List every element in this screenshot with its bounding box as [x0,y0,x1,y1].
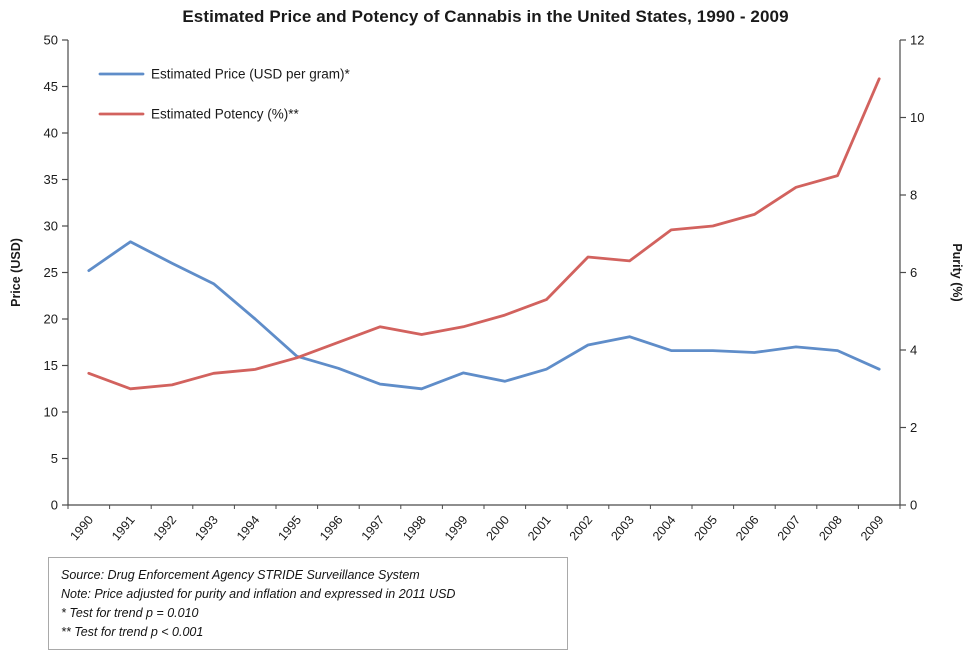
left-tick-label: 5 [51,451,58,466]
left-tick-label: 25 [44,265,58,280]
x-category-label: 1990 [67,513,96,543]
x-category-label: 2005 [691,513,720,543]
right-tick-label: 8 [910,188,917,203]
x-category-label: 1995 [275,513,304,543]
x-category-label: 1996 [317,513,346,543]
right-tick-label: 10 [910,110,924,125]
x-category-label: 2000 [483,513,512,543]
x-category-label: 1998 [400,513,429,543]
x-category-label: 1994 [234,513,263,543]
x-category-label: 1992 [151,513,180,543]
left-tick-label: 45 [44,79,58,94]
legend-label-potency: Estimated Potency (%)** [151,107,300,122]
footnote-box: Source: Drug Enforcement Agency STRIDE S… [48,557,568,650]
legend-label-price: Estimated Price (USD per gram)* [151,67,351,82]
right-tick-label: 2 [910,420,917,435]
x-category-label: 1997 [359,513,388,543]
right-tick-label: 4 [910,343,917,358]
left-tick-label: 15 [44,358,58,373]
right-tick-label: 12 [910,33,924,48]
left-axis-title: Price (USD) [9,238,23,307]
x-category-label: 1999 [442,513,471,543]
x-category-label: 2003 [608,513,637,543]
x-category-label: 2001 [525,513,554,543]
left-tick-label: 10 [44,405,58,420]
chart-svg: 0 5 10 15 20 25 30 35 40 45 50 0 2 4 6 8 10 12 1990 1991 199… [9,33,964,544]
x-category-label: 2006 [733,513,762,543]
chart-title: Estimated Price and Potency of Cannabis … [182,7,789,26]
footnote-source: Source: Drug Enforcement Agency STRIDE S… [61,568,420,582]
left-tick-label: 20 [44,312,58,327]
x-category-label: 1991 [109,513,138,543]
left-tick-label: 35 [44,172,58,187]
right-tick-label: 6 [910,265,917,280]
left-tick-label: 0 [51,498,58,513]
left-tick-label: 40 [44,126,58,141]
potency-line [87,77,881,391]
footnote-trend-potency: ** Test for trend p < 0.001 [61,625,204,639]
footnote-trend-price: * Test for trend p = 0.010 [61,606,199,620]
left-tick-label: 50 [44,33,58,48]
x-category-label: 1993 [192,513,221,543]
right-tick-label: 0 [910,498,917,513]
x-category-label: 2008 [816,513,845,543]
price-line [87,240,881,391]
x-category-label: 2002 [567,513,596,543]
x-category-label: 2007 [775,513,804,543]
x-category-label: 2004 [650,513,679,543]
left-tick-label: 30 [44,219,58,234]
x-category-label: 2009 [858,513,887,543]
right-axis-title: Purity (%) [950,243,964,301]
footnote-note: Note: Price adjusted for purity and infl… [61,587,456,601]
